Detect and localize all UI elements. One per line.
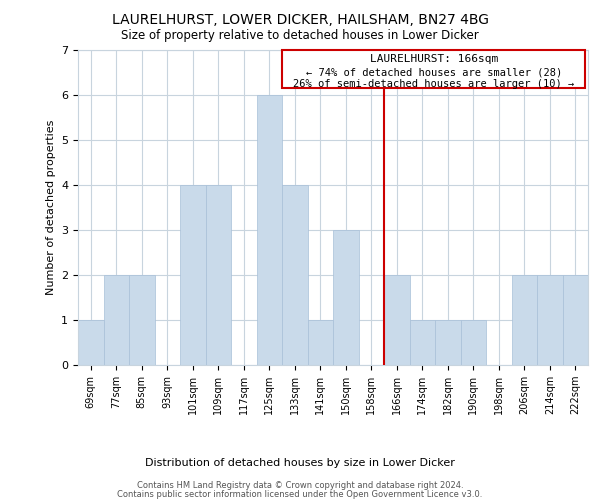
Text: Size of property relative to detached houses in Lower Dicker: Size of property relative to detached ho… [121, 29, 479, 42]
Text: ← 74% of detached houses are smaller (28): ← 74% of detached houses are smaller (28… [305, 67, 562, 77]
FancyBboxPatch shape [282, 50, 586, 88]
Bar [563, 275, 588, 365]
Y-axis label: Number of detached properties: Number of detached properties [46, 120, 56, 295]
Bar [308, 320, 333, 365]
Bar [333, 230, 359, 365]
Text: 26% of semi-detached houses are larger (10) →: 26% of semi-detached houses are larger (… [293, 79, 574, 89]
Bar [435, 320, 461, 365]
Text: LAURELHURST: 166sqm: LAURELHURST: 166sqm [370, 54, 498, 64]
Bar [129, 275, 155, 365]
Bar [511, 275, 537, 365]
Text: Contains HM Land Registry data © Crown copyright and database right 2024.: Contains HM Land Registry data © Crown c… [137, 481, 463, 490]
Bar [537, 275, 563, 365]
Text: Contains public sector information licensed under the Open Government Licence v3: Contains public sector information licen… [118, 490, 482, 499]
Bar [205, 185, 231, 365]
Text: LAURELHURST, LOWER DICKER, HAILSHAM, BN27 4BG: LAURELHURST, LOWER DICKER, HAILSHAM, BN2… [112, 12, 488, 26]
Bar [409, 320, 435, 365]
Bar [282, 185, 308, 365]
Bar [180, 185, 205, 365]
Text: Distribution of detached houses by size in Lower Dicker: Distribution of detached houses by size … [145, 458, 455, 468]
Bar [461, 320, 486, 365]
Bar [78, 320, 104, 365]
Bar [384, 275, 409, 365]
Bar [104, 275, 129, 365]
Bar [257, 95, 282, 365]
